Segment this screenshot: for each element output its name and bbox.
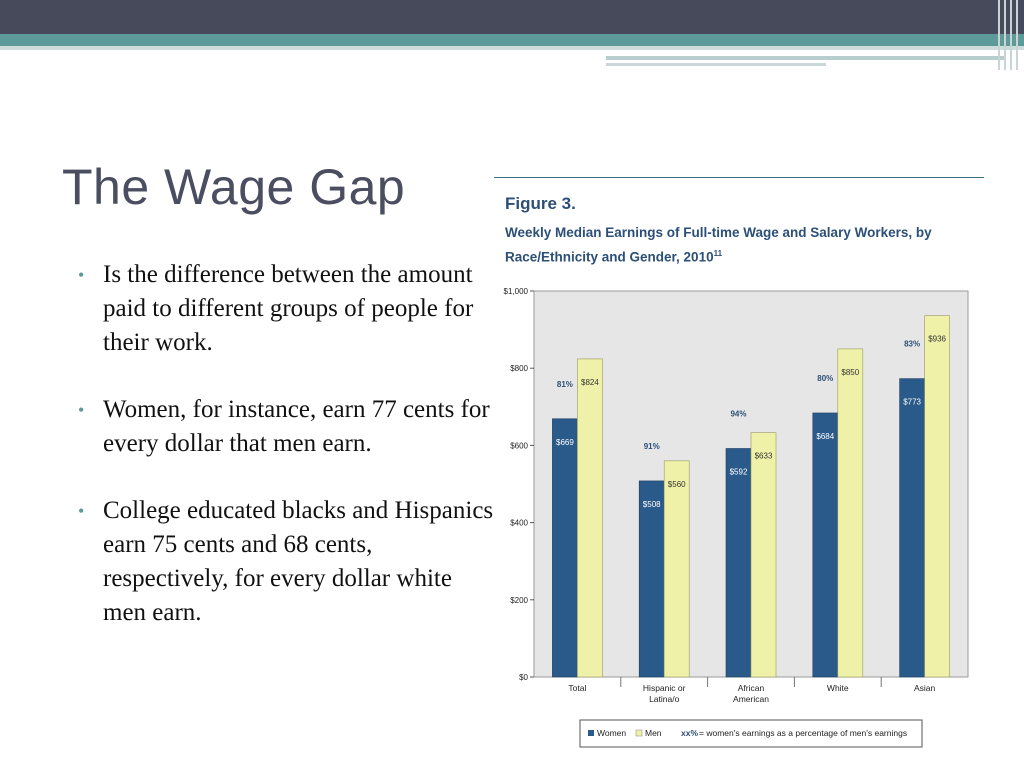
- bullet-marker: •: [78, 400, 85, 420]
- figure-rule: [494, 177, 984, 178]
- bullet-item: • College educated blacks and Hispanics …: [76, 494, 496, 630]
- bar-value-label-women: $669: [556, 438, 574, 447]
- y-tick-label: $200: [510, 596, 528, 605]
- bar-value-label-women: $684: [816, 432, 834, 441]
- bullet-marker: •: [78, 501, 85, 521]
- decor-vertical-lines: [994, 0, 1024, 70]
- bar-women: [899, 378, 925, 678]
- bar-men: [577, 358, 603, 678]
- legend-swatch-men: [635, 729, 643, 737]
- category-label: Hispanic or: [643, 683, 686, 693]
- percent-label: 81%: [557, 380, 573, 389]
- percent-label: 91%: [644, 442, 660, 451]
- accent-stripe: [0, 46, 1024, 50]
- bar-chart: $0 $200 $400 $600 $800 $1,000 $669 $824 81% Total…: [504, 287, 969, 748]
- y-tick-label: $400: [510, 519, 528, 528]
- y-tick-label: $0: [519, 673, 528, 682]
- bar-value-label-men: $633: [755, 452, 773, 461]
- bar-value-label-men: $560: [668, 480, 686, 489]
- figure-caption: Weekly Median Earnings of Full-time Wage…: [505, 222, 965, 268]
- bullet-item: • Women, for instance, earn 77 cents for…: [76, 393, 496, 461]
- bar-women: [552, 418, 578, 678]
- bar-value-label-men: $850: [841, 368, 859, 377]
- category-label: African: [738, 683, 765, 693]
- category-label: American: [733, 694, 769, 704]
- y-tick-label: $1,000: [504, 287, 529, 296]
- category-label: Total: [568, 683, 586, 693]
- legend-label-men: Men: [645, 728, 662, 738]
- percent-label: 80%: [817, 374, 833, 383]
- legend-pct-symbol: xx%: [681, 728, 698, 738]
- bar-men: [663, 460, 690, 678]
- figure-caption-text: Weekly Median Earnings of Full-time Wage…: [505, 225, 932, 265]
- decor-stripe-short: [606, 63, 826, 66]
- bar-women: [638, 480, 665, 678]
- percent-label: 94%: [730, 409, 746, 418]
- category-label: Latina/o: [649, 694, 680, 704]
- bar-women: [812, 412, 839, 678]
- bar-value-label-men: $936: [928, 335, 946, 344]
- top-banner: [0, 0, 1024, 34]
- percent-label: 83%: [904, 340, 920, 349]
- category-label: White: [827, 683, 849, 693]
- figure-number: Figure 3.: [505, 194, 576, 213]
- figure: Figure 3. Weekly Median Earnings of Full…: [494, 175, 986, 755]
- bar-value-label-women: $773: [903, 398, 921, 407]
- bar-women: [725, 448, 752, 678]
- bar-value-label-women: $508: [643, 500, 661, 509]
- bullet-text: Women, for instance, earn 77 cents for e…: [103, 396, 490, 457]
- bar-men: [750, 432, 777, 678]
- bullet-text: Is the difference between the amount pai…: [103, 261, 474, 356]
- slide-title: The Wage Gap: [62, 159, 406, 215]
- bar-men: [924, 315, 950, 678]
- figure-caption-footnote: 11: [713, 249, 723, 258]
- bullet-list: • Is the difference between the amount p…: [76, 258, 496, 663]
- bar-value-label-men: $824: [581, 378, 599, 387]
- y-tick-label: $600: [510, 441, 528, 450]
- legend-label-women: Women: [597, 728, 626, 738]
- bullet-text: College educated blacks and Hispanics ea…: [103, 497, 494, 626]
- bullet-item: • Is the difference between the amount p…: [76, 258, 496, 360]
- bullet-marker: •: [78, 265, 85, 285]
- accent-band: [0, 34, 1024, 46]
- decor-stripe: [606, 56, 1006, 60]
- category-label: Asian: [914, 683, 936, 693]
- legend-swatch-women: [588, 730, 594, 736]
- y-tick-label: $800: [510, 364, 528, 373]
- bar-men: [837, 348, 864, 678]
- bar-value-label-women: $592: [730, 467, 748, 476]
- legend-pct-text: = women's earnings as a percentage of me…: [699, 728, 907, 738]
